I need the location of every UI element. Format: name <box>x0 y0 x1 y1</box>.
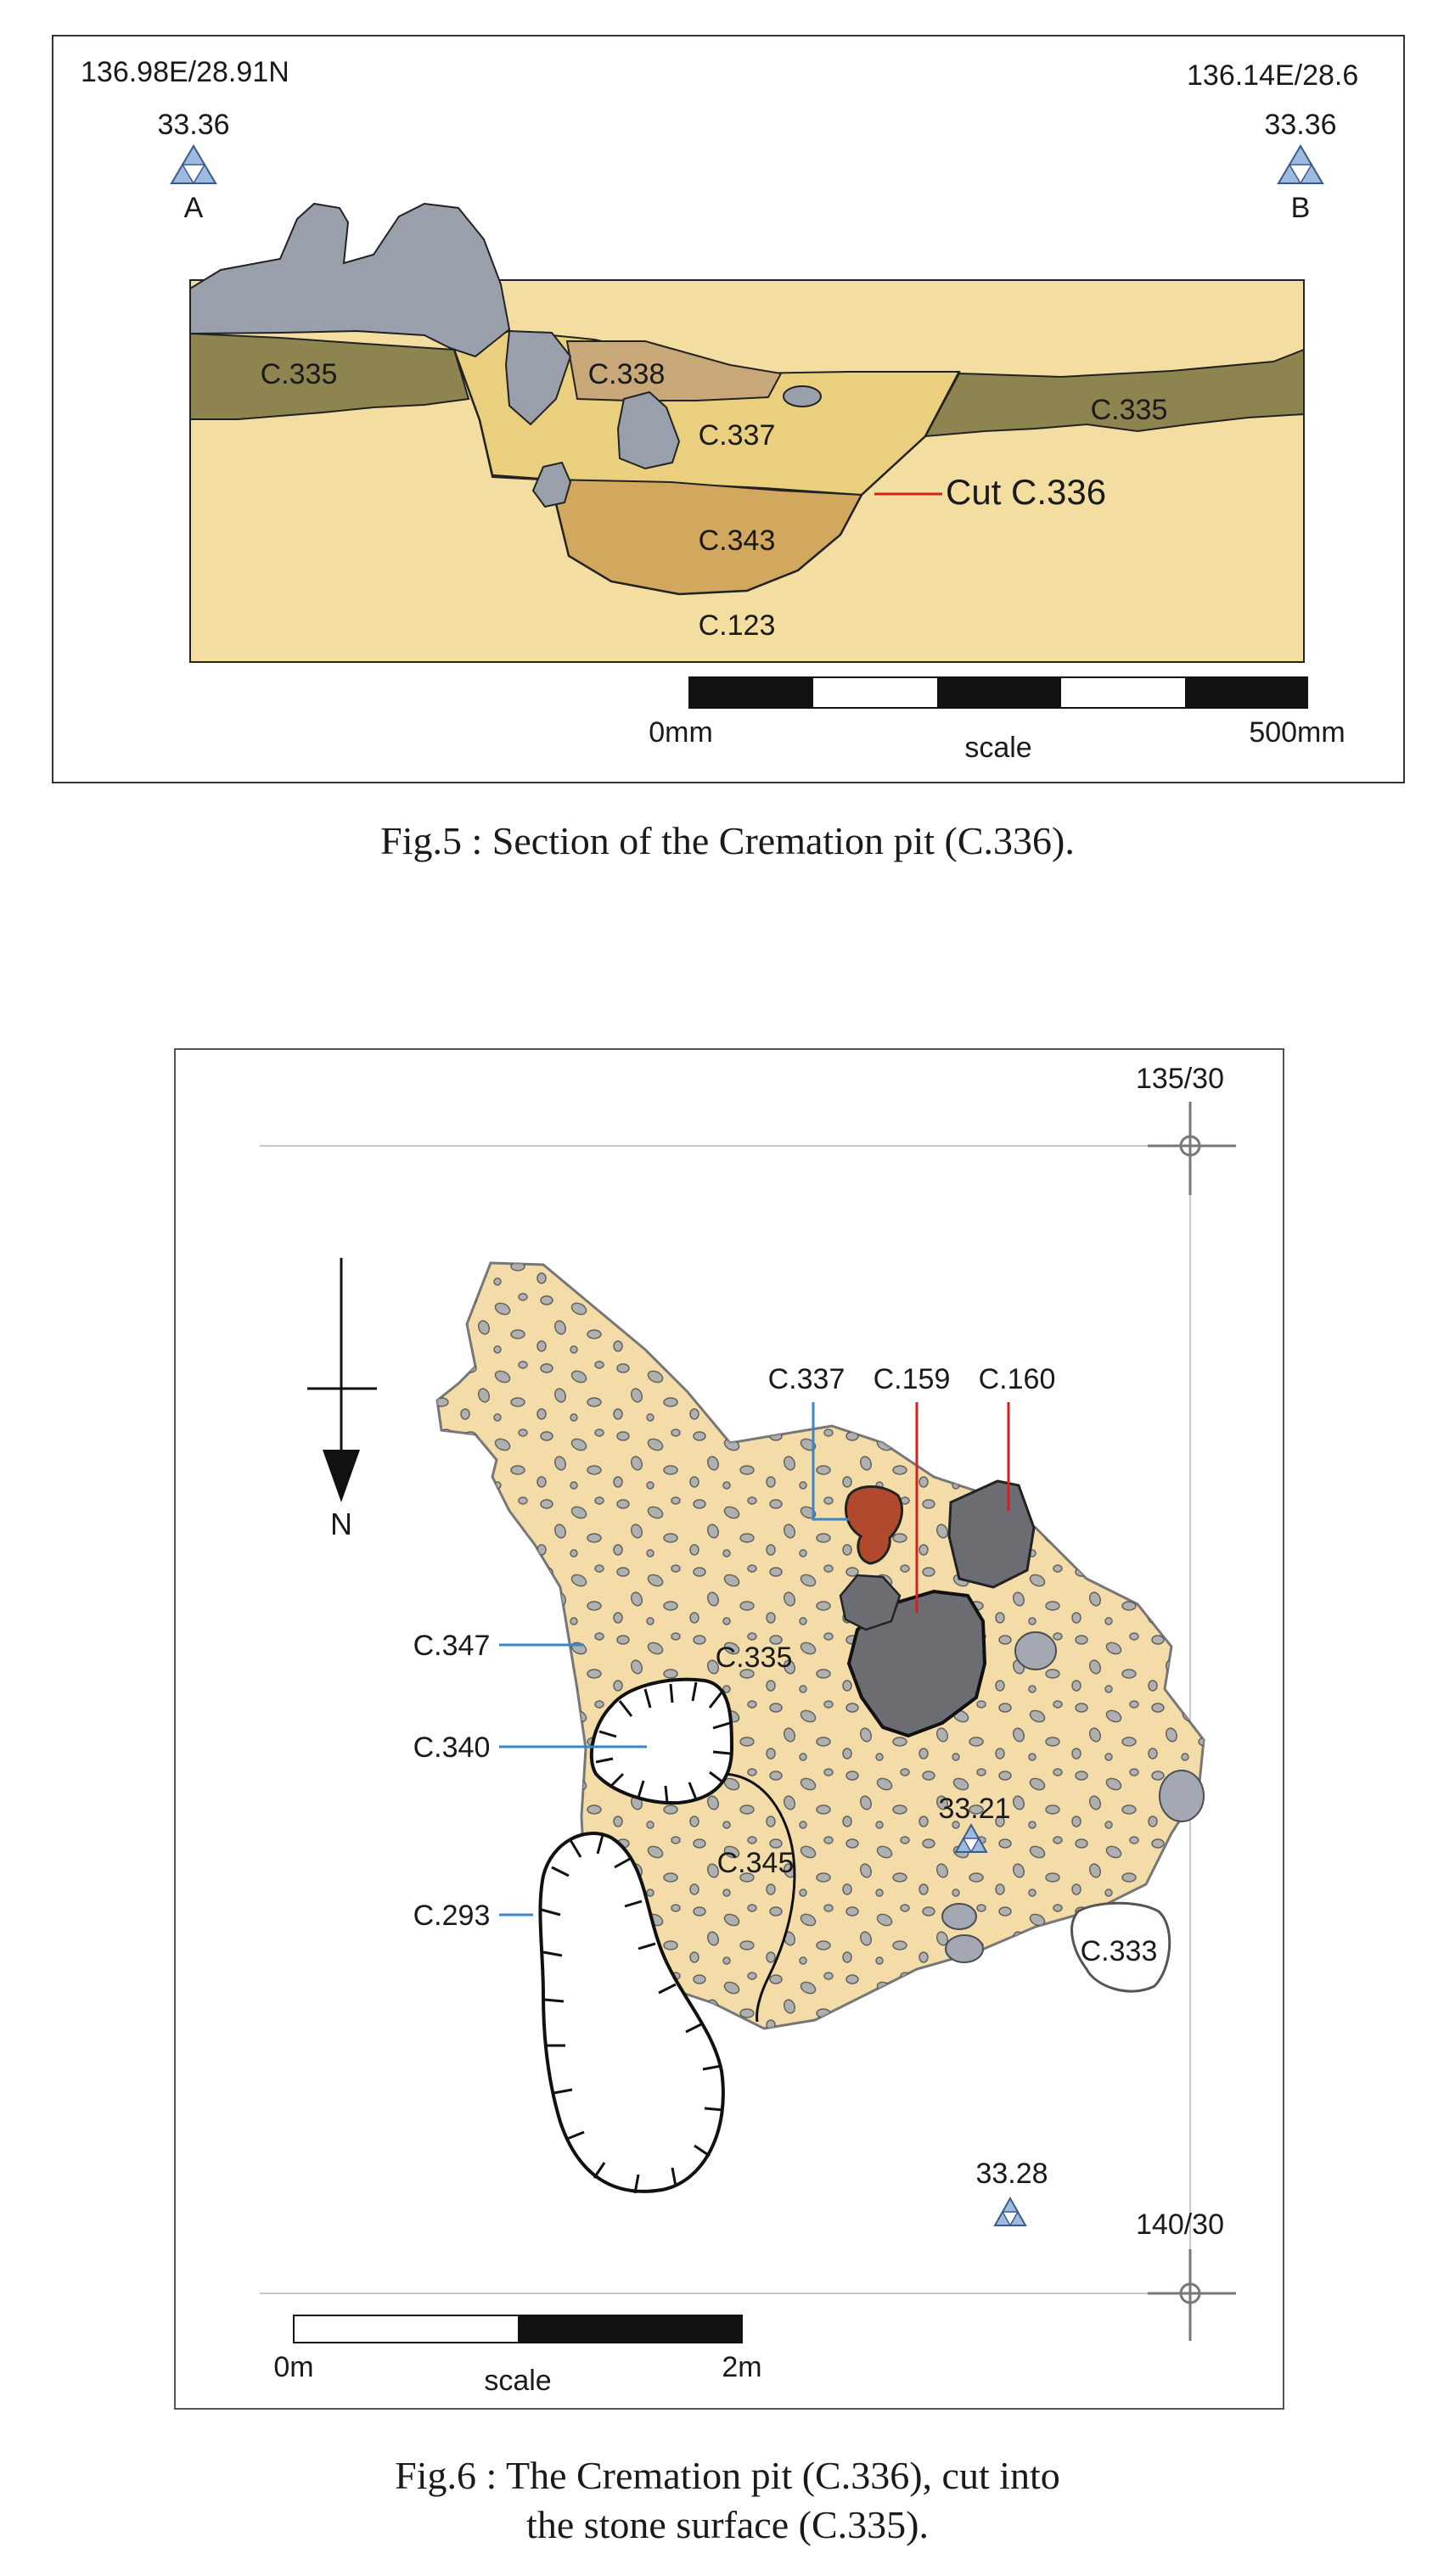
feature-c333 <box>1070 1901 1171 1993</box>
stone-small-1 <box>504 329 572 426</box>
section-figure: 136.98E/28.91N 136.14E/28.6 33.36 33.36 … <box>52 35 1405 783</box>
label-c345: C.345 <box>717 1847 795 1879</box>
fig5-caption: Fig.5 : Section of the Cremation pit (C.… <box>380 819 1075 862</box>
datum-left-value: 33.36 <box>157 109 229 141</box>
label-c337-plan: C.337 <box>768 1363 845 1395</box>
label-c340: C.340 <box>413 1731 491 1764</box>
grid-label-top: 135/30 <box>1136 1063 1224 1095</box>
point-b-label: B <box>1291 192 1311 224</box>
label-c123: C.123 <box>699 609 776 642</box>
fig6-caption-line1: Fig.6 : The Cremation pit (C.336), cut i… <box>395 2454 1060 2497</box>
label-c343: C.343 <box>699 525 776 557</box>
layer-c335-right <box>924 348 1305 438</box>
label-c335-left: C.335 <box>261 358 338 390</box>
surface-pebbles <box>437 1263 1204 2029</box>
grid-crosshair-top-icon <box>1148 1102 1236 1195</box>
level-inside-value: 33.21 <box>938 1793 1010 1825</box>
stone-small-4 <box>783 385 822 407</box>
section-scale-bar <box>688 676 1308 709</box>
plan-scale-bar <box>293 2315 743 2343</box>
level-outside-value: 33.28 <box>975 2158 1048 2190</box>
label-c293: C.293 <box>413 1900 491 1932</box>
layer-c338 <box>565 340 783 401</box>
pit-c293 <box>538 1832 725 2193</box>
cut-c336-label: Cut C.336 <box>946 472 1106 512</box>
north-label: N <box>330 1507 352 1541</box>
stone-c160 <box>947 1479 1036 1589</box>
stone-loose-2 <box>1159 1770 1205 1822</box>
plan-scale-start: 0m <box>273 2351 313 2383</box>
pit-c293-hachures <box>541 1834 724 2194</box>
label-c347: C.347 <box>413 1630 491 1662</box>
datum-right-value: 33.36 <box>1264 109 1336 141</box>
plan-scale-end: 2m <box>722 2351 761 2383</box>
fig6-caption-line2: the stone surface (C.335). <box>526 2503 929 2546</box>
section-scale-end: 500mm <box>1249 716 1345 749</box>
leader-c337 <box>812 1402 849 1521</box>
cut-c336-line <box>452 349 961 596</box>
section-scale-start: 0mm <box>649 716 713 749</box>
label-c333: C.333 <box>1081 1935 1158 1967</box>
label-c335-right: C.335 <box>1091 394 1168 426</box>
coord-left: 136.98E/28.91N <box>81 56 289 88</box>
grid-label-bottom: 140/30 <box>1136 2208 1224 2241</box>
grid-crosshair-bottom-icon <box>1148 2249 1236 2341</box>
pit-c340-hachures <box>595 1681 731 1804</box>
label-c337: C.337 <box>699 419 776 452</box>
level-triangle-inside-icon <box>954 1822 988 1854</box>
stone-small-3 <box>531 461 572 508</box>
datum-triangle-b-icon <box>1277 144 1324 185</box>
label-c335-plan: C.335 <box>716 1642 793 1674</box>
stone-dark-small <box>839 1574 902 1631</box>
north-arrow-icon <box>307 1258 377 1502</box>
plan-scale-label: scale <box>484 2365 551 2397</box>
stone-loose-1 <box>1014 1631 1057 1670</box>
layer-c335-left <box>189 332 470 420</box>
burnt-c159 <box>845 1485 903 1565</box>
stone-large-dark <box>846 1589 987 1738</box>
level-triangle-outside-icon <box>993 2196 1027 2227</box>
point-a-label: A <box>184 192 204 224</box>
stone-loose-3 <box>945 1934 984 1963</box>
label-c159: C.159 <box>874 1363 951 1395</box>
section-scale-label: scale <box>964 732 1031 764</box>
label-c160: C.160 <box>979 1363 1056 1395</box>
c345-boundary <box>721 1772 796 2023</box>
plan-figure: 135/30 140/30 N C.337 C.159 C.160 C.347 … <box>174 1048 1284 2410</box>
stone-large <box>189 202 511 358</box>
coord-right: 136.14E/28.6 <box>1187 59 1358 92</box>
stone-loose-4 <box>941 1903 977 1930</box>
datum-triangle-a-icon <box>170 144 217 185</box>
label-c338: C.338 <box>588 358 666 390</box>
stone-small-2 <box>616 390 681 470</box>
